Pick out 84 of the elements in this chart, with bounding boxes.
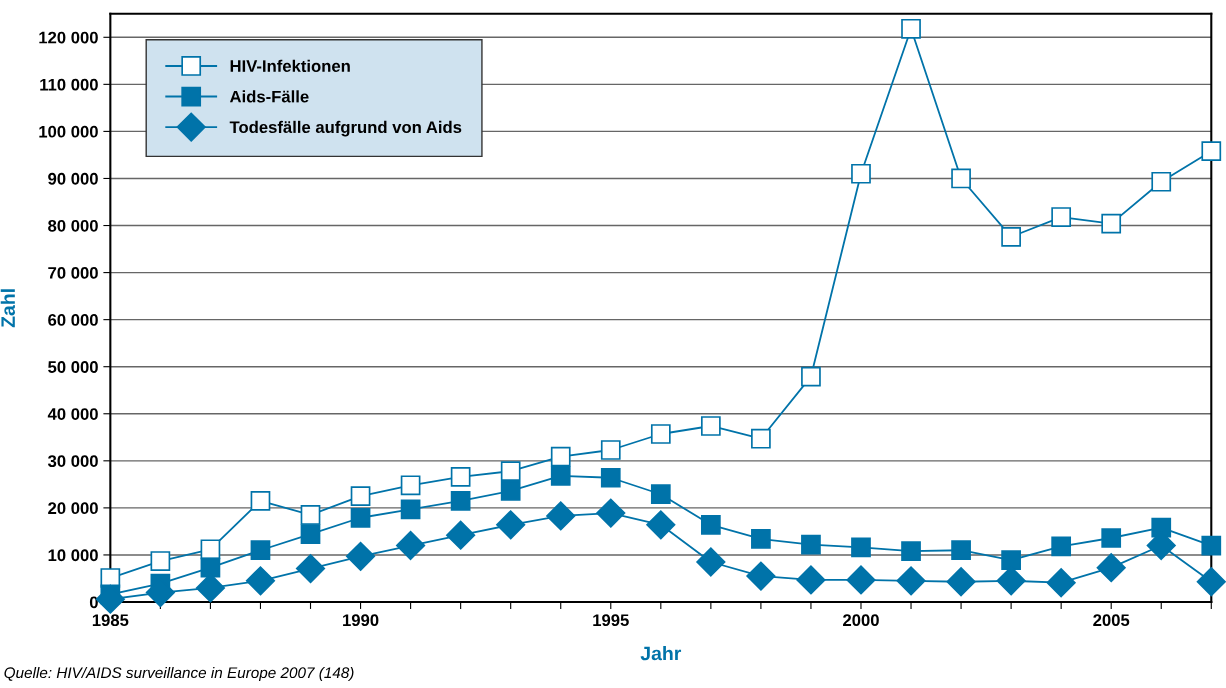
point — [1046, 568, 1076, 598]
point — [946, 567, 976, 597]
point — [150, 551, 171, 571]
point — [500, 461, 521, 482]
point — [751, 529, 771, 549]
point — [700, 514, 721, 535]
point — [200, 539, 221, 560]
point — [345, 541, 376, 571]
y-tick-label: 10 000 — [48, 549, 98, 562]
point — [646, 510, 676, 540]
x-tick-label: 1990 — [343, 614, 379, 627]
point — [751, 428, 771, 449]
point — [1051, 536, 1072, 557]
point — [500, 481, 521, 501]
point — [300, 505, 321, 525]
point — [896, 566, 926, 596]
legend-label: Todesfälle aufgrund von Aids — [229, 120, 462, 137]
y-tick-label: 0 — [89, 596, 98, 609]
point — [1001, 550, 1021, 570]
point — [1101, 528, 1122, 548]
point — [696, 547, 726, 577]
point — [496, 510, 526, 540]
point — [546, 501, 576, 531]
point — [1096, 553, 1126, 583]
point — [1051, 207, 1072, 227]
point — [901, 18, 921, 39]
point — [746, 561, 776, 591]
point — [851, 537, 871, 558]
point — [200, 557, 221, 578]
x-tick-label: 2005 — [1093, 614, 1130, 627]
y-axis-title: Zahl — [0, 289, 16, 328]
y-tick-label: 40 000 — [47, 408, 98, 420]
legend-label: Aids-Fälle — [229, 90, 309, 103]
point — [1201, 141, 1222, 162]
point — [600, 440, 621, 460]
point — [951, 540, 971, 561]
legend-label: HIV-Infektionen — [230, 59, 350, 72]
point — [1196, 567, 1226, 597]
point — [700, 416, 721, 436]
y-tick-label: 110 000 — [40, 78, 98, 91]
y-tick-label: 120 000 — [39, 31, 98, 44]
y-tick-label: 20 000 — [48, 502, 98, 515]
point — [796, 565, 826, 595]
point — [801, 366, 821, 387]
y-tick-label: 80 000 — [48, 219, 98, 232]
point — [400, 475, 421, 496]
point — [295, 554, 326, 584]
point — [450, 490, 471, 511]
y-tick-label: 50 000 — [48, 361, 98, 373]
point — [446, 520, 476, 550]
point — [1101, 213, 1122, 234]
point — [650, 484, 671, 505]
point — [846, 565, 876, 595]
y-tick-label: 90 000 — [48, 172, 98, 185]
x-tick-label: 1995 — [593, 614, 629, 627]
point — [851, 163, 871, 184]
point — [596, 498, 626, 528]
point — [1201, 535, 1222, 556]
point — [650, 424, 671, 444]
point — [550, 466, 571, 486]
y-tick-label: 70 000 — [48, 266, 98, 279]
y-tick-label: 60 000 — [48, 314, 98, 326]
point — [400, 499, 421, 520]
x-tick-label: 2000 — [843, 614, 879, 627]
x-axis-title: Jahr — [640, 646, 682, 661]
point — [250, 540, 271, 561]
x-tick-label: 1985 — [92, 614, 129, 627]
source-note: Quelle: HIV/AIDS surveillance in Europe 2007 (148) — [4, 666, 354, 682]
point — [396, 530, 426, 561]
y-tick-label: 30 000 — [47, 455, 98, 468]
point — [350, 507, 371, 528]
point — [951, 168, 971, 189]
point — [300, 524, 321, 545]
y-tick-label: 100 000 — [39, 125, 98, 138]
point — [245, 566, 276, 596]
point — [801, 534, 821, 555]
point — [550, 446, 571, 467]
point — [1001, 226, 1021, 247]
point — [901, 541, 921, 562]
point — [1151, 171, 1172, 192]
point — [350, 486, 371, 506]
point — [250, 490, 271, 511]
point — [600, 467, 621, 488]
point — [450, 466, 471, 487]
